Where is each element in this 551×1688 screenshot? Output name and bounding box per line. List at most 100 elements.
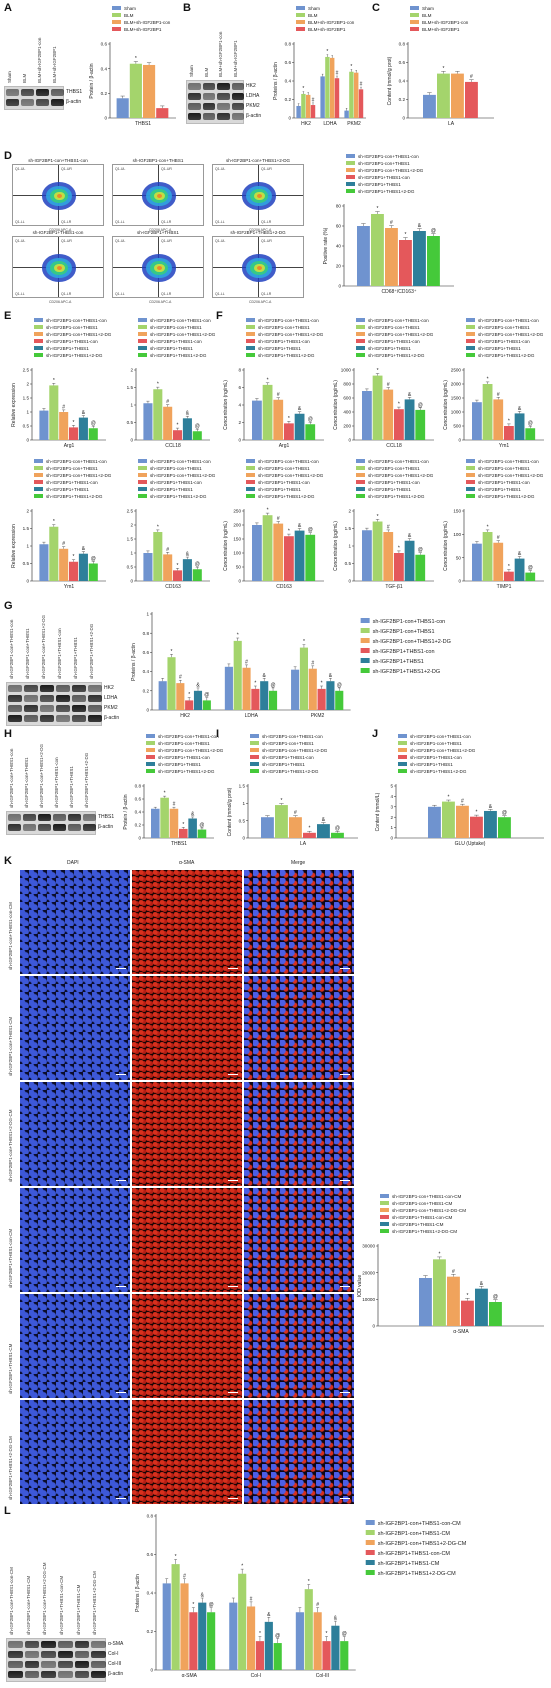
protein-band (40, 695, 54, 702)
bar (158, 681, 167, 710)
protein-band (53, 814, 66, 821)
blot-a: Sham BLM BLM+sh-IGF2BP1-con BLM+sh-IGF2BP1 T… (4, 14, 86, 110)
y-tick-label: 0 (238, 579, 241, 584)
y-tick-label: 30000 (362, 1244, 375, 1249)
bar (504, 571, 514, 581)
legend-swatch (365, 1520, 375, 1525)
significance-mark: & (186, 552, 190, 558)
legend-label: sh-IGF2BP1-con+THBS1-con (478, 318, 539, 323)
x-category-label: CD68⁺/CD163⁺ (381, 289, 416, 295)
chart-k: sh-IGF2BP1-con+THBS1-con-CM sh-IGF2BP1-co… (357, 1194, 544, 1335)
scale-bar (228, 1074, 238, 1075)
significance-mark: # (62, 404, 65, 410)
legend-swatch (466, 466, 475, 470)
bar (334, 78, 340, 118)
bar (169, 808, 179, 838)
legend-swatch (246, 480, 255, 484)
quadrant-label: Q1-UR (161, 239, 172, 243)
significance-mark: & (82, 546, 86, 552)
significance-mark: & (518, 551, 522, 557)
legend-label: sh-IGF2BP1-con+THBS1+2-DG (258, 332, 324, 337)
protein-band (91, 1671, 106, 1678)
lane-label: BLM (22, 73, 27, 83)
legend-label: sh-IGF2BP1+THBS1-CM (378, 1561, 440, 1567)
bar (301, 93, 306, 118)
y-tick-label: 0.8 (135, 784, 142, 789)
bar (59, 548, 69, 581)
legend-swatch (296, 6, 305, 10)
band-label: β-actin (108, 1671, 124, 1677)
panel-label-d: D (4, 150, 12, 162)
y-tick-label: 0.4 (147, 1591, 154, 1596)
legend-swatch (380, 1194, 389, 1198)
bar (299, 647, 308, 710)
bar (252, 525, 262, 581)
protein-band (58, 1671, 73, 1678)
significance-mark: & (263, 673, 267, 679)
legend-swatch (466, 487, 475, 491)
protein-band (202, 113, 215, 120)
band-label: α-SMA (108, 1641, 124, 1647)
legend-label: sh-IGF2BP1-con+THBS1 (262, 741, 314, 746)
y-tick-label: 0.5 (239, 818, 246, 823)
lane-label: BLM+sh-IGF2BP1-con (37, 37, 42, 83)
x-category-label: GLU (Uptake) (455, 841, 486, 847)
blot-membrane (6, 1638, 106, 1682)
legend-swatch (466, 346, 475, 350)
bar (59, 412, 69, 440)
legend-swatch (410, 27, 419, 31)
y-axis-label: Relative expression (11, 383, 17, 427)
band-label: HK2 (104, 685, 114, 691)
scale-bar (228, 1392, 238, 1393)
micrograph-row-label: sh-IGF2BP1-con+THBS1+2-DG-CM (8, 1109, 13, 1182)
y-axis-label: Concentration (pg/mL) (333, 380, 339, 430)
bar (294, 530, 305, 581)
bar (320, 76, 325, 118)
legend-swatch (398, 741, 407, 745)
panel-label-j: J (372, 728, 379, 740)
y-tick-label: 200 (233, 523, 241, 528)
y-tick-label: 1 (390, 825, 393, 830)
significance-mark: @ (195, 424, 200, 430)
micrograph (20, 1188, 130, 1292)
y-tick-label: 0 (288, 116, 291, 121)
legend-swatch (398, 748, 407, 752)
protein-band (188, 103, 201, 110)
y-axis-label: Positive rate (%) (323, 227, 329, 264)
significance-mark: @ (195, 562, 200, 568)
significance-mark: @ (493, 1294, 498, 1300)
legend-label: sh-IGF2BP1-con+THBS1 (46, 325, 98, 330)
quadrant-label: Q1-LL (115, 220, 125, 224)
y-axis-label: Concentration (pg/mL) (443, 521, 449, 571)
significance-mark: & (298, 523, 302, 529)
bar (262, 515, 273, 581)
significance-mark: # (387, 382, 390, 388)
y-tick-label: 1000 (341, 368, 352, 373)
y-axis-label: Protein / β-actin (89, 63, 95, 98)
blot-l: sh-IGF2BP1-con+THBS1-con-CM sh-IGF2BP1-co… (6, 1512, 128, 1682)
y-tick-label: 0.6 (101, 42, 108, 47)
bar (371, 214, 384, 286)
legend-label: sh-IGF2BP1+THBS1-con (158, 755, 210, 760)
y-tick-label: 6 (238, 385, 241, 390)
bar (268, 690, 278, 710)
blot-membrane (6, 682, 102, 726)
legend-label: sh-IGF2BP1-con+THBS1+2-DG (46, 473, 112, 478)
significance-mark: @ (308, 417, 313, 423)
protein-band (58, 1651, 73, 1658)
chart-f-timp1: sh-IGF2BP1-con+THBS1-con sh-IGF2BP1-con+T… (443, 459, 544, 590)
legend-swatch (365, 1560, 375, 1565)
y-tick-label: 0 (372, 1324, 375, 1329)
protein-band (88, 705, 102, 712)
bar (493, 399, 504, 440)
x-category-label: PKM2 (311, 713, 325, 719)
y-tick-label: 1.5 (127, 537, 134, 542)
lane-label: BLM (203, 67, 209, 77)
legend-swatch (34, 494, 43, 498)
legend-swatch (34, 318, 43, 322)
y-tick-label: 2000 (451, 382, 462, 387)
y-tick-label: 3 (390, 804, 393, 809)
bar (354, 72, 359, 118)
chart-a: Sham BLM BLM+sh-IGF2BP1-con BLM+sh-IGF2BP1 0… (89, 6, 176, 127)
y-tick-label: 50 (456, 555, 462, 560)
